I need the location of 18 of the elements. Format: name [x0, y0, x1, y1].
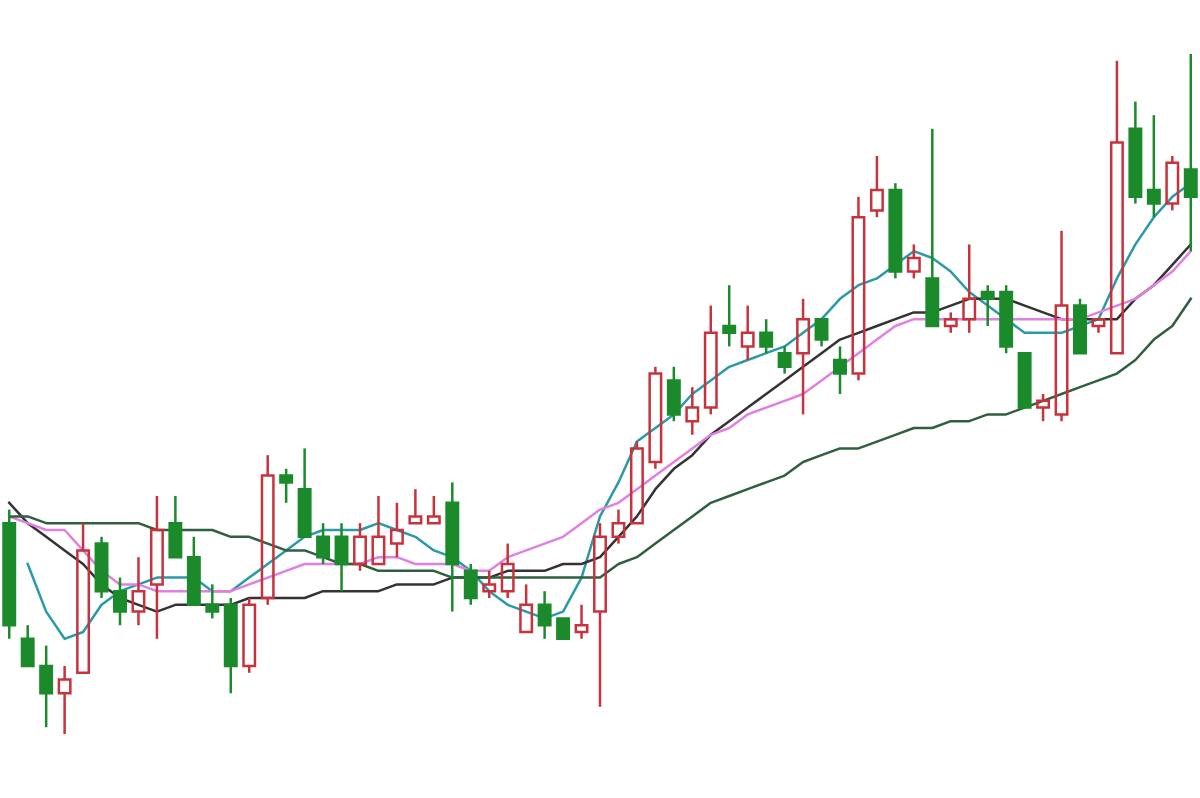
- candlestick: [537, 589, 552, 641]
- candlestick: [445, 481, 460, 613]
- candlestick: [57, 664, 72, 736]
- candlestick: [1128, 100, 1143, 205]
- candlestick: [500, 542, 515, 600]
- candlestick: [149, 494, 164, 641]
- candlestick: [1183, 52, 1198, 253]
- candlestick: [260, 453, 275, 607]
- candlestick: [777, 345, 792, 375]
- candlestick: [685, 385, 700, 437]
- candlestick: [131, 555, 146, 627]
- candlestick: [980, 283, 995, 328]
- candlestick: [796, 297, 811, 416]
- candlestick: [740, 304, 755, 362]
- candlestick: [39, 644, 54, 729]
- candlestick: [611, 508, 626, 545]
- candlestick: [574, 603, 589, 641]
- candlestick: [334, 521, 349, 593]
